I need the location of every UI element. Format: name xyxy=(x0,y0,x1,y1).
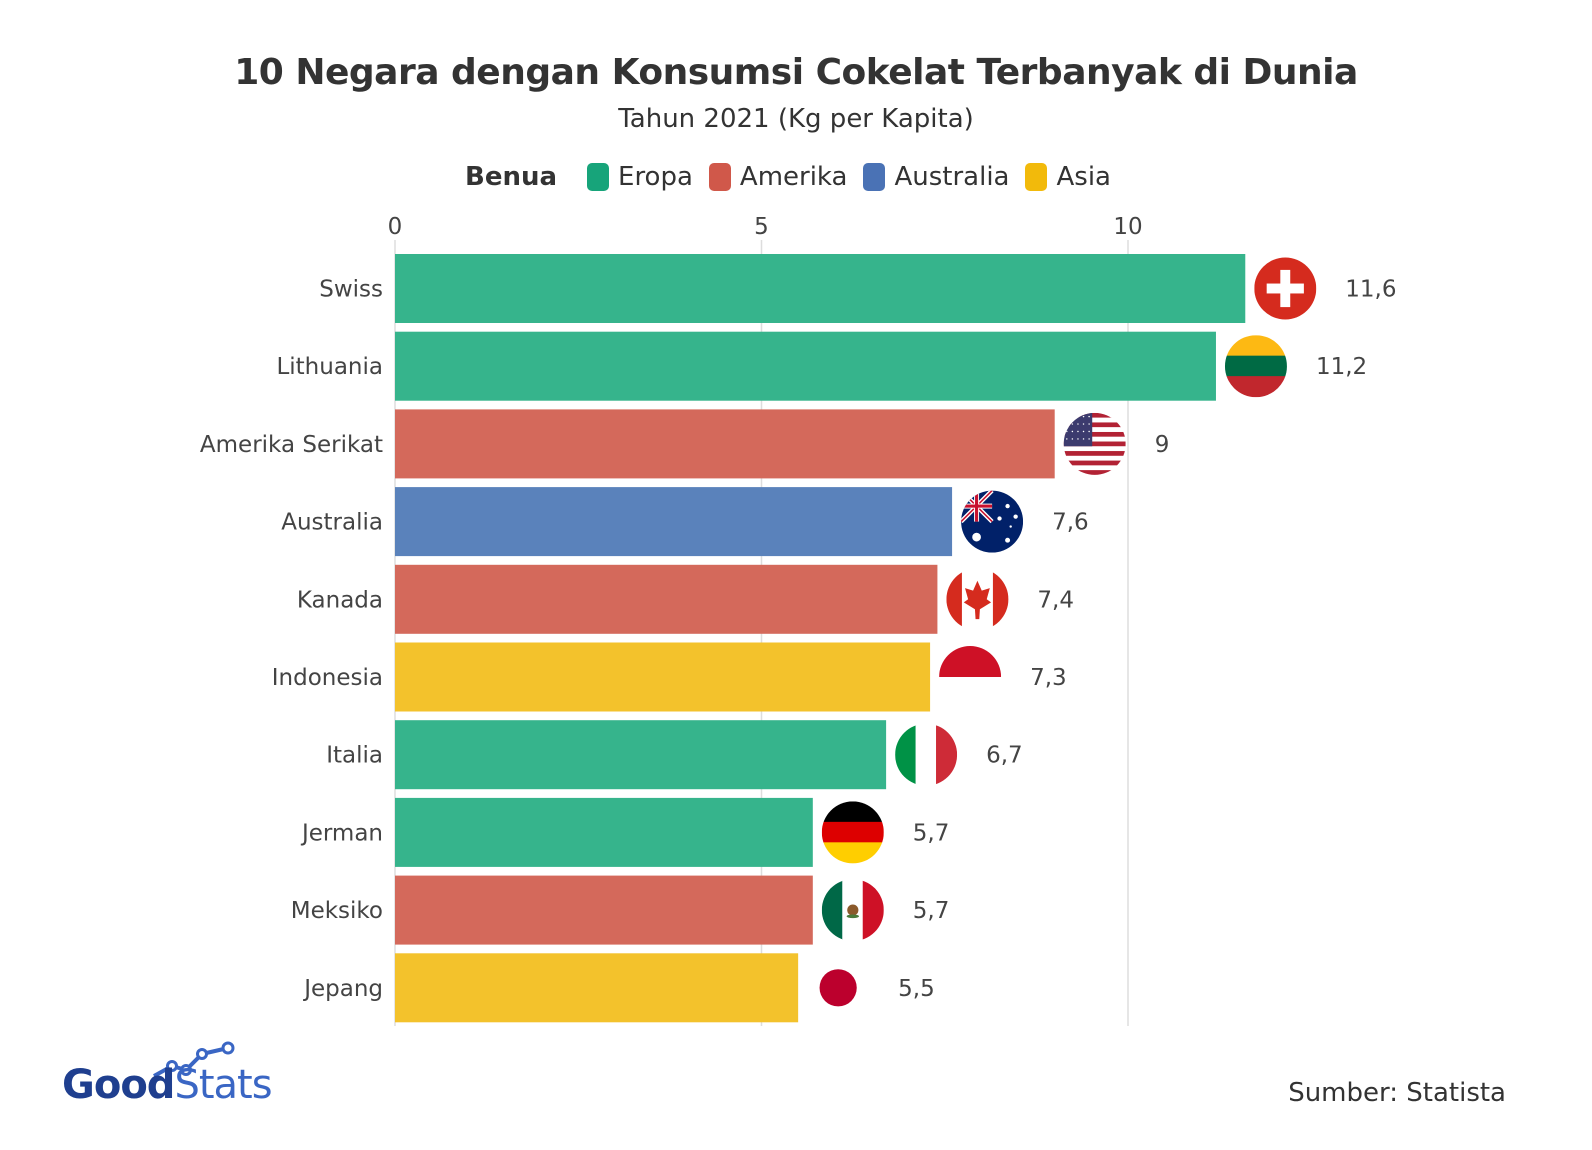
category-label: Kanada xyxy=(297,587,383,613)
bar xyxy=(395,487,953,557)
x-tick-label: 5 xyxy=(754,214,769,240)
bar xyxy=(395,953,799,1023)
bar xyxy=(395,875,813,945)
bar xyxy=(395,409,1055,479)
category-label: Swiss xyxy=(319,277,383,303)
bar xyxy=(395,797,813,867)
italy-flag-icon xyxy=(895,723,958,786)
legend-swatch-australia xyxy=(863,163,886,191)
lithuania-flag-icon xyxy=(1224,335,1287,398)
logo-chart-icon xyxy=(153,1041,235,1078)
legend-item-eropa: Eropa xyxy=(587,162,693,192)
germany-flag-icon xyxy=(821,801,884,864)
category-label: Jerman xyxy=(300,820,383,846)
value-label: 5,7 xyxy=(913,820,950,846)
category-label: Lithuania xyxy=(276,354,383,380)
bar xyxy=(395,254,1246,323)
bar-chart: 0 5 10 Swiss 11,6 Lithuania 11,2 Amerika Serika… xyxy=(200,214,1396,1026)
chart-subtitle: Tahun 2021 (Kg per Kapita) xyxy=(618,104,974,134)
category-label: Amerika Serikat xyxy=(200,432,383,458)
bar xyxy=(395,331,1216,401)
legend-item-amerika: Amerika xyxy=(708,162,848,192)
value-label: 7,4 xyxy=(1037,587,1074,613)
value-label: 7,6 xyxy=(1052,510,1089,536)
category-label: Meksiko xyxy=(291,898,383,924)
switzerland-flag-icon xyxy=(1254,257,1317,320)
bar xyxy=(395,642,931,712)
legend-item-australia: Australia xyxy=(863,162,1009,192)
source-note: Sumber: Statista xyxy=(1288,1078,1506,1108)
legend-swatch-eropa xyxy=(587,163,610,191)
x-tick-label: 10 xyxy=(1113,214,1142,240)
logo-text-light: Stats xyxy=(174,1062,272,1108)
logo-text: GoodStats xyxy=(62,1062,273,1108)
canada-flag-icon xyxy=(946,568,1009,631)
legend-title: Benua xyxy=(465,162,558,192)
legend: Benua Eropa Amerika Australia Asia xyxy=(0,162,1592,192)
chart-title: 10 Negara dengan Konsumsi Cokelat Terban… xyxy=(234,52,1358,93)
value-label: 9 xyxy=(1155,432,1170,458)
value-label: 6,7 xyxy=(986,743,1023,769)
usa-flag-icon xyxy=(1063,412,1126,475)
legend-item-asia: Asia xyxy=(1025,162,1111,192)
bar xyxy=(395,564,938,634)
x-tick-label: 0 xyxy=(388,214,403,240)
indonesia-flag-icon xyxy=(939,646,1002,708)
value-label: 7,3 xyxy=(1030,665,1067,691)
value-label: 5,7 xyxy=(913,898,950,924)
legend-label-amerika: Amerika xyxy=(739,162,848,192)
value-label: 11,6 xyxy=(1345,277,1396,303)
mexico-flag-icon xyxy=(821,879,884,942)
japan-flag-icon xyxy=(807,956,870,1019)
value-label: 5,5 xyxy=(898,976,935,1002)
category-label: Australia xyxy=(281,510,383,536)
legend-label-australia: Australia xyxy=(894,162,1010,192)
legend-swatch-asia xyxy=(1025,163,1048,191)
value-label: 11,2 xyxy=(1316,354,1367,380)
legend-swatch-amerika xyxy=(708,163,731,191)
goodstats-logo: GoodStats xyxy=(62,1040,302,1120)
bar xyxy=(395,720,887,790)
category-label: Indonesia xyxy=(272,665,383,691)
logo-text-bold: Good xyxy=(62,1062,175,1108)
legend-label-asia: Asia xyxy=(1056,162,1111,192)
australia-flag-icon xyxy=(961,490,1024,553)
legend-label-eropa: Eropa xyxy=(618,162,693,192)
category-label: Italia xyxy=(326,743,383,769)
category-label: Jepang xyxy=(302,976,383,1002)
